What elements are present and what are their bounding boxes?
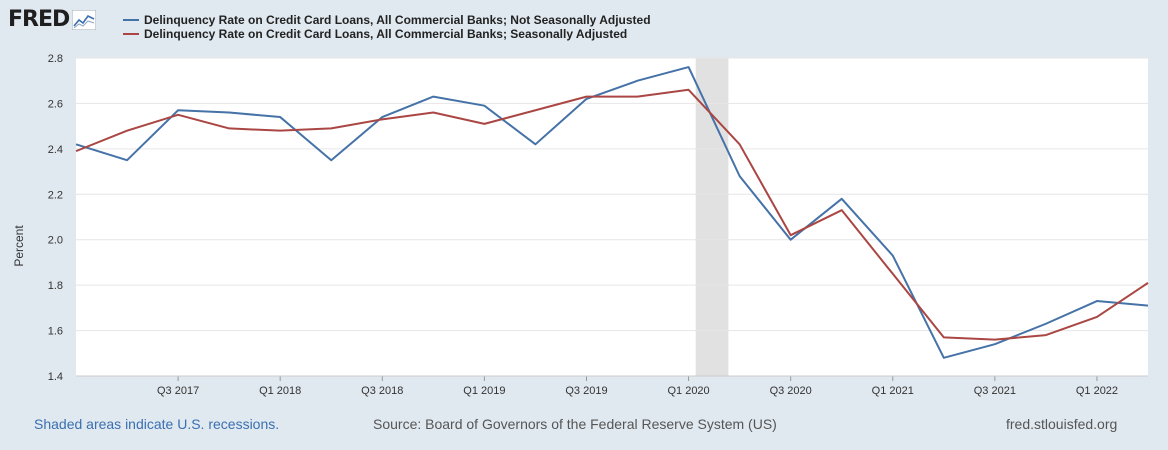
x-tick-label: Q3 2018 [361,385,403,397]
plot-area [76,58,1148,376]
series-line-not-seasonally-adjusted [75,66,1149,359]
legend-swatch-nsa [123,19,139,21]
series-line-seasonally-adjusted [75,88,1149,341]
legend-label-nsa: Delinquency Rate on Credit Card Loans, A… [144,13,651,27]
y-tick-label: 1.4 [48,371,63,383]
fred-logo[interactable]: FRED [8,7,97,32]
recession-note: Shaded areas indicate U.S. recessions. [34,416,280,432]
legend-swatch-sa [123,33,139,35]
x-tick-label: Q1 2022 [1076,385,1118,397]
x-tick-label: Q1 2019 [463,385,505,397]
y-tick-label: 2.0 [48,235,63,247]
fred-chart-icon [72,10,97,30]
y-tick-label: 1.6 [48,326,63,338]
x-tick-label: Q3 2020 [770,385,812,397]
y-tick-label: 2.4 [48,144,63,156]
y-tick-label: 2.8 [48,53,63,65]
x-tick-label: Q3 2019 [565,385,607,397]
legend-label-sa: Delinquency Rate on Credit Card Loans, A… [144,27,628,41]
x-tick-label: Q1 2021 [872,385,914,397]
legend-item-nsa[interactable]: Delinquency Rate on Credit Card Loans, A… [123,13,651,27]
source-text: Source: Board of Governors of the Federa… [373,416,777,432]
y-tick-label: 1.8 [48,280,63,292]
x-tick-label: Q3 2021 [974,385,1016,397]
x-tick-label: Q1 2018 [259,385,301,397]
logo-text: FRED [8,7,70,32]
y-tick-label: 2.2 [48,189,63,201]
x-tick-label: Q3 2017 [157,385,199,397]
legend-item-sa[interactable]: Delinquency Rate on Credit Card Loans, A… [123,27,651,41]
y-tick-label: 2.6 [48,98,63,110]
x-tick-label: Q1 2020 [667,385,709,397]
chart-legend: Delinquency Rate on Credit Card Loans, A… [123,13,651,41]
recession-shading [695,58,729,376]
site-link[interactable]: fred.stlouisfed.org [1006,416,1118,432]
